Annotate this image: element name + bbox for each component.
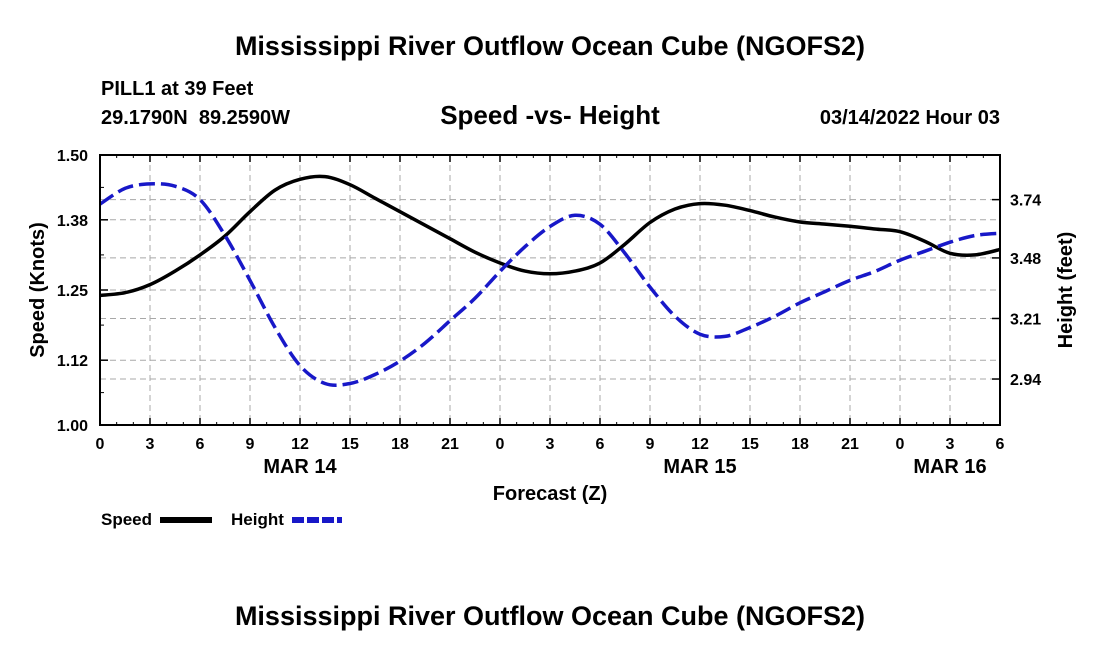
date-label: MAR 15 — [663, 456, 736, 478]
footer-title: Mississippi River Outflow Ocean Cube (NG… — [235, 601, 865, 631]
legend-speed-label: Speed — [101, 510, 152, 529]
gridlines — [100, 154, 1000, 425]
series-line-speed — [99, 174, 1001, 298]
legend-height-label: Height — [231, 510, 284, 529]
y-tick-label-left: 1.00 — [57, 418, 88, 435]
y-tick-label-right: 3.74 — [1010, 193, 1041, 210]
y-tick-label-left: 1.50 — [57, 148, 88, 165]
date-label: MAR 14 — [263, 456, 337, 478]
y-tick-label-left: 1.12 — [57, 353, 88, 370]
y-tick-label-left: 1.38 — [57, 213, 88, 230]
y-axis-right-label: Height (feet) — [1055, 232, 1077, 349]
x-tick-label: 15 — [741, 436, 759, 453]
legend: Speed Height — [101, 510, 342, 529]
chart-subtitle: Speed -vs- Height — [440, 100, 660, 130]
x-axis-label: Forecast (Z) — [493, 483, 607, 505]
x-tick-label: 6 — [196, 436, 205, 453]
x-tick-label: 0 — [496, 436, 505, 453]
datetime-label: 03/14/2022 Hour 03 — [820, 107, 1000, 129]
y-tick-label-right: 2.94 — [1010, 372, 1041, 389]
x-tick-label: 9 — [646, 436, 655, 453]
series-lines — [99, 174, 1001, 387]
x-tick-label: 18 — [391, 436, 409, 453]
x-tick-label: 0 — [896, 436, 905, 453]
y-tick-label-right: 3.48 — [1010, 251, 1041, 268]
x-tick-label: 3 — [946, 436, 955, 453]
x-tick-label: 0 — [96, 436, 105, 453]
x-tick-label: 15 — [341, 436, 359, 453]
x-tick-label: 3 — [146, 436, 155, 453]
y-axis-left-label: Speed (Knots) — [27, 222, 49, 358]
x-tick-label: 18 — [791, 436, 809, 453]
y-tick-label-right: 3.21 — [1010, 311, 1041, 328]
y-tick-label-left: 1.25 — [57, 283, 88, 300]
x-tick-label: 9 — [246, 436, 255, 453]
x-tick-label: 12 — [691, 436, 709, 453]
x-tick-label: 21 — [441, 436, 459, 453]
x-tick-label: 21 — [841, 436, 859, 453]
series-line-height — [99, 182, 1001, 387]
chart-title: Mississippi River Outflow Ocean Cube (NG… — [235, 31, 865, 61]
x-tick-label: 6 — [996, 436, 1005, 453]
x-tick-label: 6 — [596, 436, 605, 453]
axis-ticks: 0 3 6 9 12 15 18 21 0 3 6 9 12 15 18 21 0 3 6 MAR 14 MAR 15 M… — [57, 148, 1041, 478]
date-label: MAR 16 — [913, 456, 986, 478]
x-tick-label: 3 — [546, 436, 555, 453]
coords-label: 29.1790N 89.2590W — [101, 107, 290, 129]
x-tick-label: 12 — [291, 436, 309, 453]
station-label: PILL1 at 39 Feet — [101, 78, 254, 100]
